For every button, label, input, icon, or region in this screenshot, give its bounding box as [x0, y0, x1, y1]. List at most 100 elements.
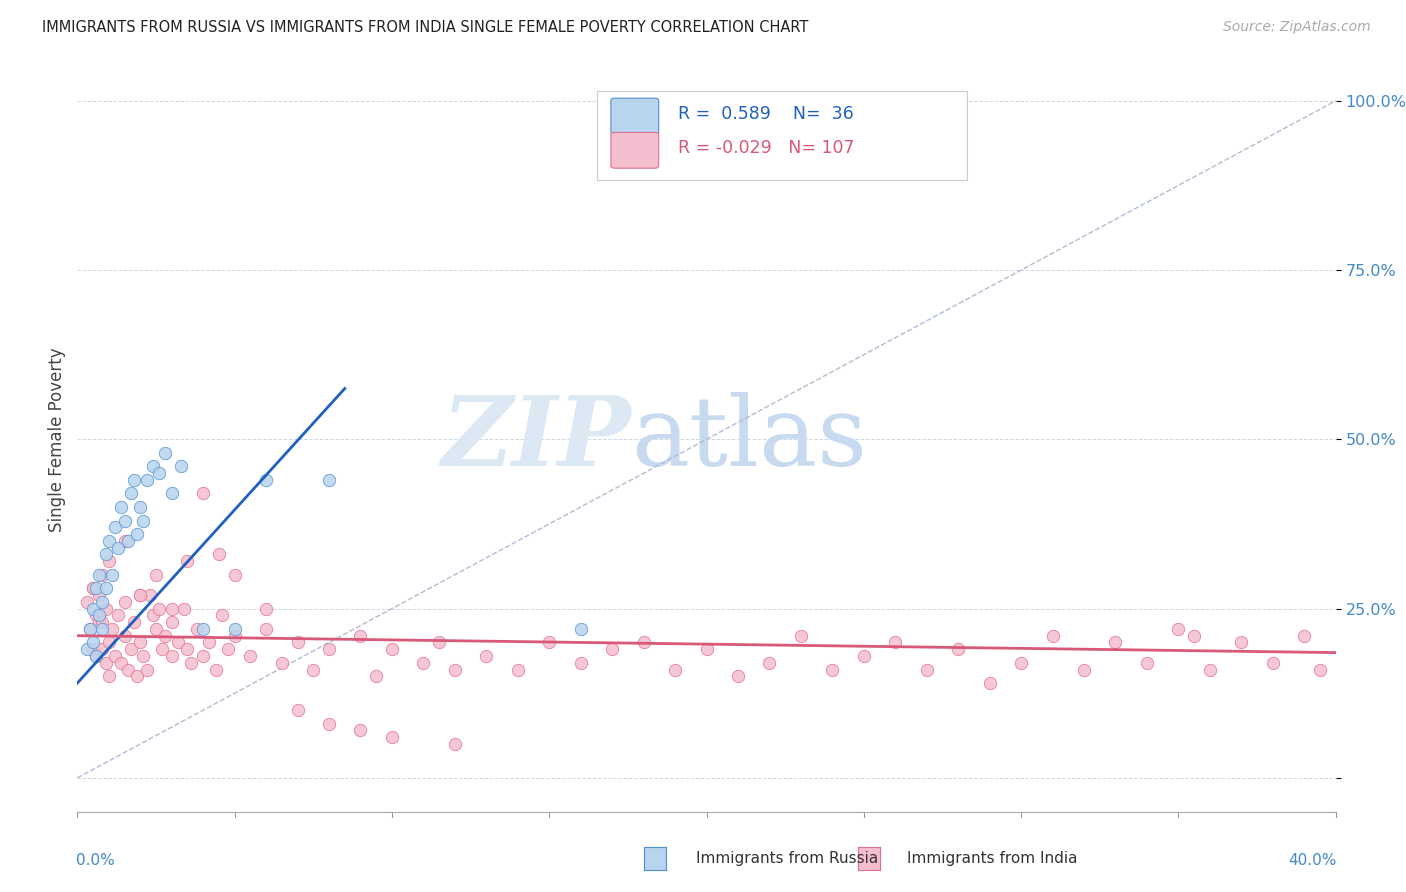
Point	[114, 514, 136, 528]
Point	[254, 601, 277, 615]
Point	[427, 635, 450, 649]
Point	[122, 473, 145, 487]
Point	[254, 473, 277, 487]
Point	[198, 635, 221, 649]
Point	[270, 656, 292, 670]
Text: 40.0%: 40.0%	[1288, 853, 1337, 868]
Point	[224, 629, 246, 643]
Point	[89, 567, 111, 582]
Point	[79, 622, 101, 636]
Point	[349, 723, 371, 738]
Point	[633, 635, 655, 649]
Point	[204, 663, 226, 677]
Point	[821, 663, 844, 677]
Point	[1136, 656, 1159, 670]
Point	[1309, 663, 1331, 677]
Point	[160, 648, 183, 663]
Point	[89, 608, 111, 623]
Point	[89, 615, 111, 629]
Point	[145, 567, 167, 582]
Point	[569, 622, 592, 636]
FancyBboxPatch shape	[610, 132, 658, 169]
Point	[129, 500, 152, 514]
Point	[82, 582, 104, 596]
Point	[150, 642, 173, 657]
Point	[884, 114, 907, 128]
Point	[114, 533, 136, 548]
Point	[104, 520, 127, 534]
Point	[239, 648, 262, 663]
Point	[129, 588, 152, 602]
Point	[381, 730, 404, 744]
Point	[127, 669, 149, 683]
Point	[91, 567, 114, 582]
Point	[129, 635, 152, 649]
Point	[1198, 663, 1220, 677]
Point	[155, 446, 177, 460]
Point	[91, 595, 114, 609]
Point	[790, 629, 813, 643]
Text: R =  0.589    N=  36: R = 0.589 N= 36	[678, 105, 853, 123]
Point	[122, 615, 145, 629]
Point	[254, 622, 277, 636]
Point	[664, 663, 686, 677]
Point	[208, 548, 231, 562]
Point	[979, 676, 1001, 690]
Point	[1182, 629, 1205, 643]
Point	[758, 656, 780, 670]
Point	[191, 486, 215, 500]
Point	[97, 533, 120, 548]
Point	[1104, 635, 1126, 649]
Point	[569, 656, 592, 670]
Point	[318, 716, 340, 731]
Point	[1042, 629, 1064, 643]
Point	[114, 595, 136, 609]
Point	[97, 554, 120, 568]
Point	[287, 635, 309, 649]
Point	[186, 622, 208, 636]
Point	[224, 622, 246, 636]
Point	[104, 648, 127, 663]
Point	[318, 642, 340, 657]
Point	[176, 642, 198, 657]
Point	[148, 601, 170, 615]
Point	[94, 582, 117, 596]
Point	[948, 642, 970, 657]
FancyBboxPatch shape	[598, 92, 967, 180]
Point	[132, 648, 155, 663]
Point	[107, 541, 129, 555]
Point	[107, 608, 129, 623]
Point	[852, 648, 875, 663]
Point	[180, 656, 202, 670]
Point	[94, 656, 117, 670]
Point	[117, 533, 139, 548]
Point	[176, 554, 198, 568]
Point	[91, 615, 114, 629]
Point	[91, 622, 114, 636]
Point	[160, 601, 183, 615]
Point	[696, 642, 718, 657]
Point	[84, 582, 107, 596]
Point	[97, 635, 120, 649]
Point	[117, 663, 139, 677]
Point	[145, 622, 167, 636]
Point	[101, 622, 124, 636]
Text: atlas: atlas	[631, 392, 868, 486]
Point	[76, 595, 98, 609]
Point	[79, 622, 101, 636]
Point	[142, 608, 165, 623]
Text: ZIP: ZIP	[441, 392, 631, 486]
Point	[381, 642, 404, 657]
Point	[173, 601, 195, 615]
Point	[1073, 663, 1095, 677]
Point	[132, 514, 155, 528]
Point	[224, 567, 246, 582]
Point	[89, 588, 111, 602]
Point	[160, 486, 183, 500]
Point	[127, 527, 149, 541]
Point	[915, 663, 938, 677]
Point	[1010, 656, 1032, 670]
Point	[211, 608, 233, 623]
Point	[155, 629, 177, 643]
Point	[475, 648, 498, 663]
